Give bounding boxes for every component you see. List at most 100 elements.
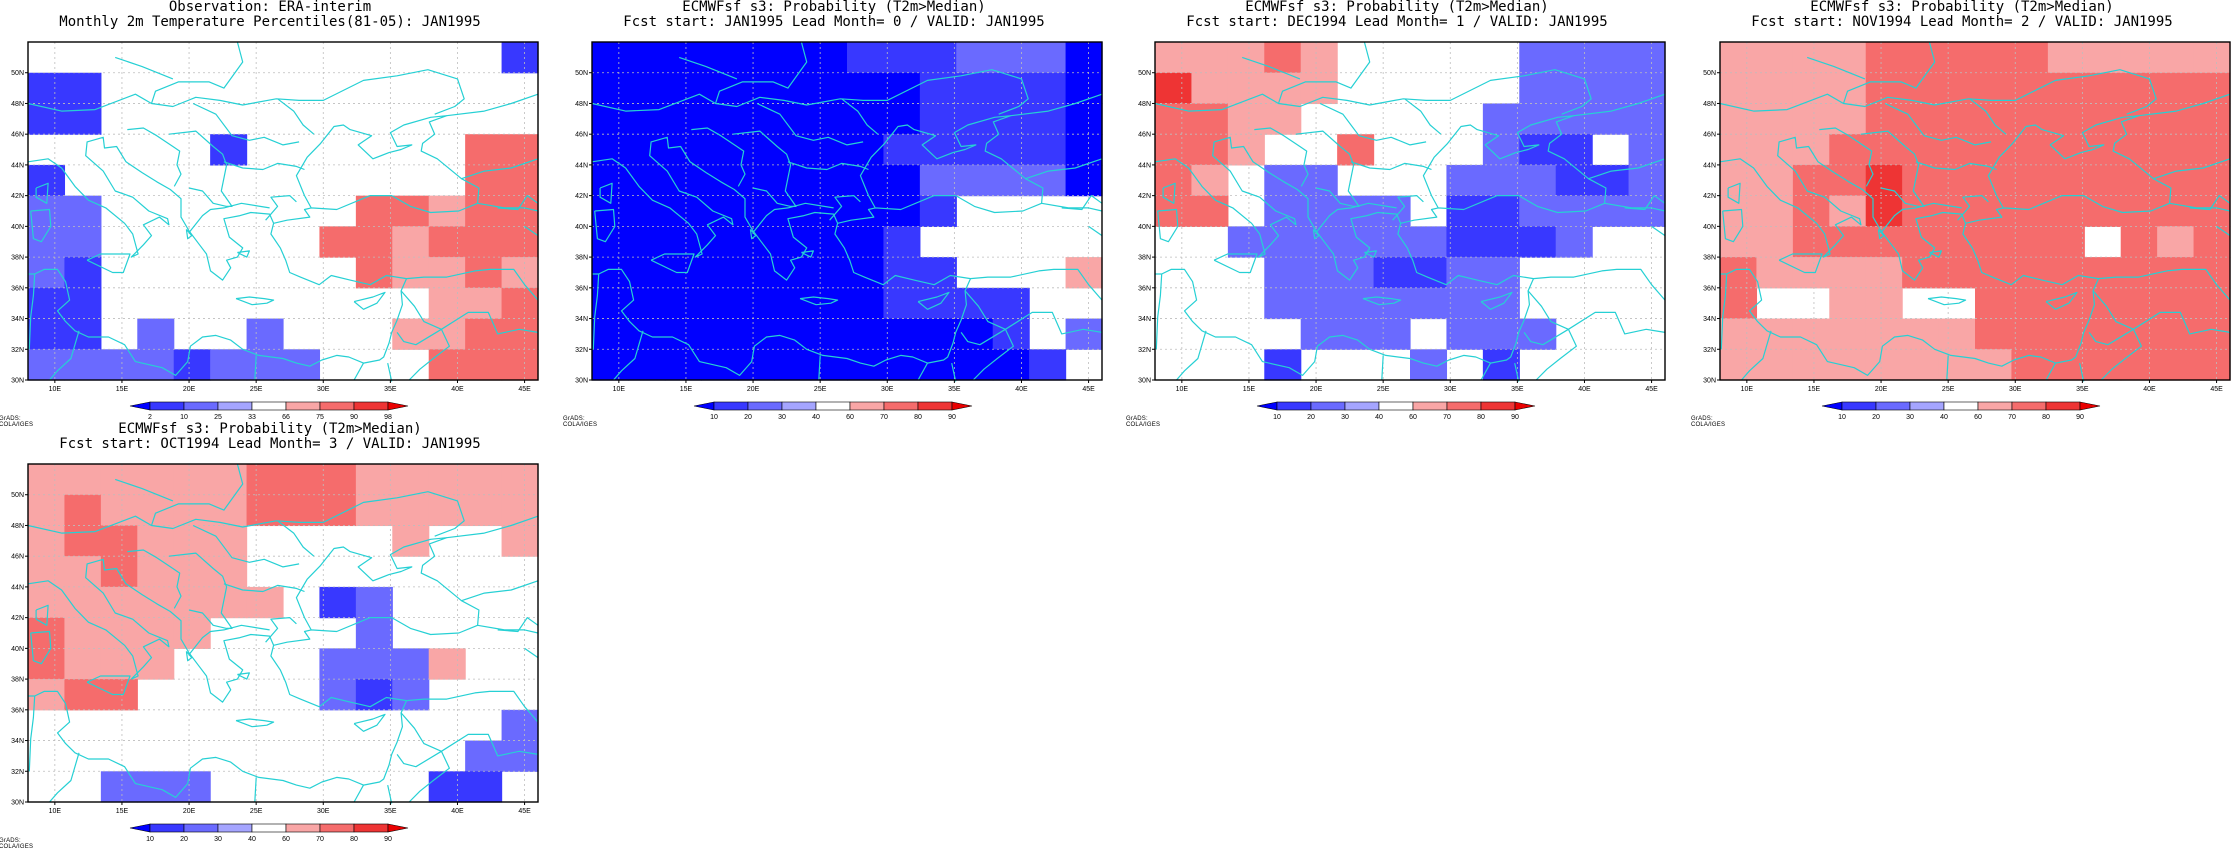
colorbar-label: 60: [846, 414, 854, 421]
grid-cell: [1337, 195, 1375, 227]
grid-cell: [1865, 349, 1903, 381]
coastline-path: [1312, 229, 1320, 240]
grid-cell: [2157, 42, 2195, 74]
coastline-path: [185, 651, 193, 662]
grid-cell: [2047, 226, 2085, 258]
lat-tick-label: 38N: [1703, 255, 1716, 262]
grid-cell: [1029, 42, 1067, 74]
grid-cell: [1446, 226, 1484, 258]
grid-cell: [1865, 42, 1903, 74]
coastline-path: [254, 355, 257, 381]
lat-tick-label: 30N: [1138, 378, 1151, 385]
grid-cell: [2157, 195, 2195, 227]
grid-cell: [64, 679, 102, 711]
coastlines: [27, 463, 539, 804]
colorbar-segment: [713, 401, 749, 411]
coastline-path: [1162, 182, 1176, 204]
grid-cell: [1975, 195, 2013, 227]
grid-cell: [2157, 318, 2195, 350]
grid-cell: [1300, 287, 1338, 320]
colorbar: 2 10 25 33 66 75 90 98: [129, 401, 409, 421]
lat-tick-label: 48N: [1138, 101, 1151, 108]
coastline-path: [387, 784, 393, 804]
grid-cell: [64, 494, 102, 527]
coastlines: [1154, 41, 1666, 382]
colorbar-left-arrow: [693, 401, 715, 411]
grid-cell: [628, 287, 666, 320]
coastline-path: [2169, 202, 2231, 212]
coastline-path: [150, 463, 244, 526]
grid-cell: [737, 349, 775, 381]
grid-cell: [64, 648, 102, 680]
coastline-path: [1154, 69, 1592, 115]
colorbar-segment: [1480, 401, 1516, 411]
coastline-path: [599, 182, 613, 204]
grid-cell: [1446, 257, 1484, 289]
grid-cell: [1938, 226, 1976, 258]
grid-cell: [1300, 42, 1338, 74]
lon-tick-label: 10E: [1176, 386, 1189, 393]
grid-cell: [2193, 318, 2231, 350]
grid-cell: [1865, 226, 1903, 258]
coastline-path: [1969, 98, 2007, 135]
grid-cell: [2011, 318, 2049, 350]
grid-cell: [2157, 226, 2195, 258]
colorbar-label: 2: [148, 414, 152, 421]
grid-cell: [246, 318, 284, 350]
grid-cell: [28, 525, 66, 557]
grid-cell: [2011, 42, 2049, 74]
grid-cell: [392, 195, 430, 227]
grid-cell: [64, 103, 102, 135]
grid-cell: [2047, 103, 2085, 135]
grid-cell: [1446, 164, 1484, 197]
coastline-path: [235, 718, 275, 728]
grid-cell: [2084, 195, 2122, 227]
grid-cell: [919, 257, 957, 289]
grid-cell: [992, 287, 1030, 320]
grid-cell: [100, 349, 138, 381]
colorbar-label: 70: [1443, 414, 1451, 421]
grid-cell: [628, 349, 666, 381]
grid-cell: [1792, 195, 1830, 227]
grid-cell: [392, 494, 430, 527]
grid-cell: [1865, 195, 1903, 227]
grid-cell: [1902, 164, 1940, 197]
coastline-path: [591, 115, 1044, 281]
grid-cell: [847, 318, 885, 350]
lat-tick-label: 30N: [11, 378, 24, 385]
grid-cell: [1792, 318, 1830, 350]
grid-cell: [501, 464, 539, 496]
lat-tick-label: 42N: [1138, 193, 1151, 200]
colorbar-label: 80: [914, 414, 922, 421]
grid-cell: [883, 287, 921, 320]
lon-tick-label: 15E: [1243, 386, 1256, 393]
grid-cell: [28, 586, 66, 619]
grid-cell: [2047, 72, 2085, 105]
coastline-path: [265, 617, 297, 643]
coastline-path: [801, 250, 814, 258]
coastline-path: [2216, 225, 2231, 237]
lat-tick-label: 46N: [575, 132, 588, 139]
coastline-path: [787, 161, 869, 171]
grid-cell: [210, 586, 248, 619]
grid-cell: [173, 771, 211, 803]
lat-tick-label: 30N: [1703, 378, 1716, 385]
grid-cell: [319, 464, 357, 496]
grid-cell: [2193, 164, 2231, 197]
grid-cell: [1300, 195, 1338, 227]
lat-tick-label: 38N: [11, 677, 24, 684]
grid-cell: [355, 648, 393, 680]
grid-cell: [1756, 226, 1794, 258]
coastline-path: [387, 362, 393, 382]
grid-cell: [847, 164, 885, 197]
grid-cell: [664, 164, 702, 197]
grid-cell: [847, 349, 885, 381]
grid-cell: [1519, 226, 1557, 258]
grid-cell: [319, 648, 357, 680]
coastline-path: [691, 127, 746, 187]
grid-cell: [1555, 42, 1593, 74]
lat-tick-label: 42N: [11, 193, 24, 200]
grid-cell: [173, 617, 211, 649]
grid-cell: [919, 349, 957, 381]
grid-cell: [283, 494, 321, 527]
